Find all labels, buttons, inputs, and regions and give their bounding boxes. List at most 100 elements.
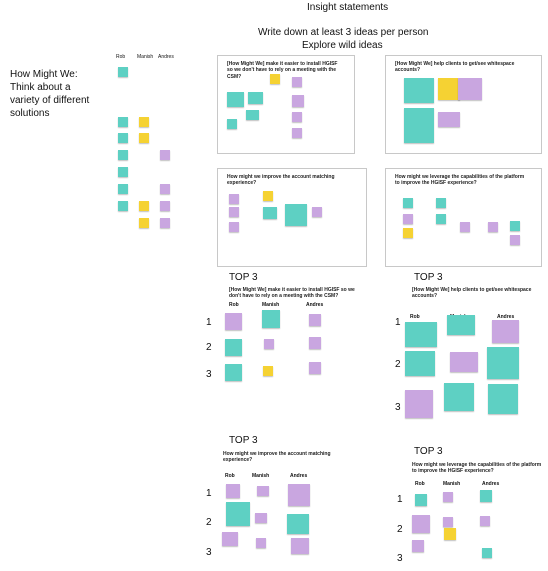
sticky-note [403,228,413,238]
sticky-note [118,67,128,77]
section-question: How might we improve the account matchin… [223,451,331,464]
sticky-note [139,201,149,211]
sticky-note [510,235,520,245]
row-number: 3 [206,369,212,380]
section-title: TOP 3 [229,435,258,446]
sticky-note [160,218,170,228]
sticky-note [288,484,310,506]
column-label: Rob [225,473,235,479]
sticky-note [436,214,446,224]
sticky-note [309,362,321,374]
sticky-note [403,214,413,224]
sticky-note [438,112,460,127]
row-number: 3 [206,547,212,558]
section-question: [How Might We] make it easier to install… [229,287,355,300]
row-number: 2 [395,359,401,370]
sticky-note [488,222,498,232]
sticky-note [405,322,437,347]
sticky-note [246,110,259,120]
sticky-note [458,78,482,100]
sticky-note [160,201,170,211]
sticky-note [160,150,170,160]
sticky-note [263,191,273,201]
row-number: 3 [397,553,403,564]
sticky-note [438,78,460,100]
column-label: Manish [252,473,270,479]
sidebar-line: solutions [10,108,50,119]
sticky-note [443,492,453,502]
column-label: Rob [116,54,126,60]
row-number: 2 [206,517,212,528]
sticky-note [460,222,470,232]
sticky-note [312,207,322,217]
sticky-note [248,92,263,104]
column-label: Andres [497,314,515,320]
row-number: 1 [397,494,403,505]
sticky-note [263,207,277,219]
sticky-note [309,314,321,326]
sticky-note [291,538,309,554]
sticky-note [292,77,302,87]
instruction: Write down at least 3 ideas per person [258,27,429,38]
sticky-note [226,484,240,498]
sticky-note [443,517,453,527]
sticky-note [488,384,518,414]
sticky-note [255,513,267,523]
row-number: 1 [395,317,401,328]
column-label: Andres [482,481,500,487]
sticky-note [257,486,269,496]
section-question: [How Might We] help clients to get/see w… [412,287,532,300]
sticky-note [450,352,478,372]
sticky-note [404,108,434,143]
sticky-note [487,347,519,379]
column-label: Rob [410,314,420,320]
column-label: Manish [443,481,461,487]
sticky-note [510,221,520,231]
sticky-note [118,117,128,127]
sticky-note [447,315,475,335]
row-number: 1 [206,488,212,499]
sticky-note [262,310,280,328]
sticky-note [225,339,242,356]
sticky-note [480,516,490,526]
sticky-note [492,320,519,343]
frame-question: [How Might We] help clients to get/see w… [395,61,515,74]
row-number: 2 [397,524,403,535]
sticky-note [118,184,128,194]
section-question: How might we leverage the capabilities o… [412,462,542,475]
frame-question: How might we leverage the capabilities o… [395,174,525,187]
column-label: Andres [290,473,308,479]
section-title: TOP 3 [414,446,443,457]
column-label: Rob [415,481,425,487]
column-label: Rob [229,302,239,308]
sticky-note [404,78,434,103]
sticky-note [227,92,244,107]
sticky-note [405,351,435,376]
sticky-note [160,184,170,194]
sticky-note [139,218,149,228]
sticky-note [270,74,280,84]
sticky-note [225,313,242,330]
sticky-note [222,532,238,546]
column-label: Manish [137,54,154,60]
sticky-note [444,383,474,411]
sidebar-line: How Might We: [10,69,78,80]
sticky-note [292,95,304,107]
sticky-note [118,201,128,211]
instruction: Explore wild ideas [302,40,383,51]
sticky-note [292,112,302,122]
sticky-note [405,390,433,418]
sticky-note [256,538,266,548]
sticky-note [139,133,149,143]
sticky-note [118,167,128,177]
sticky-note [229,222,239,232]
row-number: 2 [206,342,212,353]
section-title: TOP 3 [229,272,258,283]
board-title: Insight statements [307,2,389,13]
sticky-note [415,494,427,506]
row-number: 3 [395,402,401,413]
sticky-note [227,119,237,129]
sticky-note [403,198,413,208]
sticky-note [118,150,128,160]
